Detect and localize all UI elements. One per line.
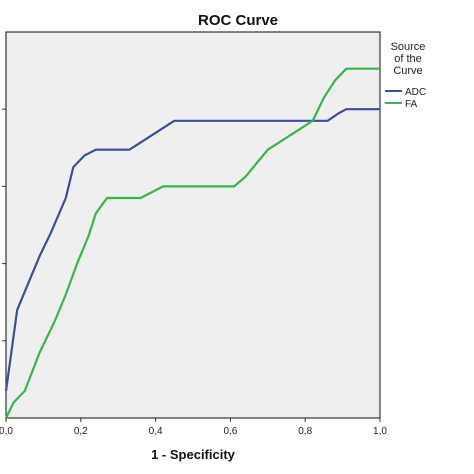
x-tick-label: 1,0 [373,426,387,437]
series-line-fa [5,67,380,419]
legend-label-adc: ADC [405,87,426,98]
legend-title-line: of the [394,53,422,65]
plot-area [5,31,381,419]
x-tick-label: 0,4 [149,426,163,437]
series-line-adc [4,108,380,392]
legend-title-line: Source [391,41,426,53]
chart-title: ROC Curve [198,12,278,29]
legend-title-line: Curve [393,65,422,77]
legend-label-fa: FA [405,99,418,110]
x-tick-label: 0,0 [0,426,13,437]
x-tick-label: 0,2 [74,426,88,437]
x-tick-label: 0,6 [223,426,237,437]
x-tick-label: 0,8 [298,426,312,437]
x-axis-label: 1 - Specificity [151,447,236,462]
